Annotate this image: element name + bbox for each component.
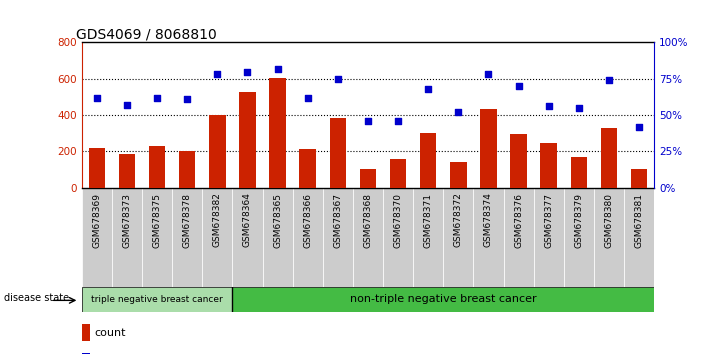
Bar xyxy=(510,134,527,188)
Bar xyxy=(269,78,286,188)
Text: GSM678369: GSM678369 xyxy=(92,193,102,247)
Text: count: count xyxy=(95,328,126,338)
Bar xyxy=(149,146,166,188)
Point xyxy=(212,72,223,77)
Point xyxy=(634,124,645,130)
Bar xyxy=(480,109,497,188)
Point xyxy=(242,69,253,74)
Text: GSM678382: GSM678382 xyxy=(213,193,222,247)
Bar xyxy=(450,162,466,188)
Point xyxy=(453,109,464,115)
Text: GSM678379: GSM678379 xyxy=(574,193,583,247)
Bar xyxy=(82,324,90,341)
Bar xyxy=(360,170,376,188)
Point xyxy=(543,103,555,109)
Bar xyxy=(474,188,503,287)
Point xyxy=(91,95,102,101)
Text: triple negative breast cancer: triple negative breast cancer xyxy=(91,295,223,304)
Text: GSM678375: GSM678375 xyxy=(153,193,161,247)
Bar xyxy=(323,188,353,287)
Text: GSM678372: GSM678372 xyxy=(454,193,463,247)
Text: GSM678373: GSM678373 xyxy=(122,193,132,247)
Point xyxy=(573,105,584,110)
Point xyxy=(513,83,524,89)
Point xyxy=(332,76,343,81)
Bar xyxy=(172,188,202,287)
Bar xyxy=(503,188,534,287)
Bar xyxy=(232,287,654,312)
Point xyxy=(422,86,434,92)
Point xyxy=(122,102,133,108)
Bar xyxy=(82,353,90,354)
Text: GSM678366: GSM678366 xyxy=(303,193,312,247)
Bar xyxy=(420,133,437,188)
Bar xyxy=(82,188,112,287)
Bar xyxy=(262,188,293,287)
Text: non-triple negative breast cancer: non-triple negative breast cancer xyxy=(350,294,537,304)
Text: GDS4069 / 8068810: GDS4069 / 8068810 xyxy=(76,27,217,41)
Text: GSM678370: GSM678370 xyxy=(394,193,402,247)
Point xyxy=(151,95,163,101)
Point xyxy=(392,118,404,124)
Bar xyxy=(631,170,647,188)
Bar xyxy=(540,143,557,188)
Text: GSM678371: GSM678371 xyxy=(424,193,433,247)
Text: GSM678377: GSM678377 xyxy=(544,193,553,247)
Bar xyxy=(624,188,654,287)
Text: disease state: disease state xyxy=(4,293,69,303)
Bar xyxy=(329,118,346,188)
Point xyxy=(302,95,314,101)
Point xyxy=(483,72,494,77)
Bar xyxy=(209,115,225,188)
Point xyxy=(181,96,193,102)
Bar xyxy=(142,188,172,287)
Bar xyxy=(179,152,196,188)
Bar xyxy=(293,188,323,287)
Bar xyxy=(601,128,617,188)
Text: GSM678381: GSM678381 xyxy=(634,193,643,247)
Bar xyxy=(383,188,413,287)
Bar xyxy=(390,159,407,188)
Text: GSM678378: GSM678378 xyxy=(183,193,192,247)
Point xyxy=(603,78,614,83)
Text: GSM678376: GSM678376 xyxy=(514,193,523,247)
Text: GSM678368: GSM678368 xyxy=(363,193,373,247)
Text: GSM678374: GSM678374 xyxy=(484,193,493,247)
Text: GSM678364: GSM678364 xyxy=(243,193,252,247)
Text: GSM678380: GSM678380 xyxy=(604,193,614,247)
Bar xyxy=(82,287,232,312)
Bar xyxy=(564,188,594,287)
Bar xyxy=(443,188,474,287)
Bar xyxy=(413,188,443,287)
Bar xyxy=(570,157,587,188)
Bar xyxy=(119,154,135,188)
Point xyxy=(272,66,283,72)
Bar xyxy=(89,148,105,188)
Bar xyxy=(534,188,564,287)
Bar xyxy=(202,188,232,287)
Bar xyxy=(299,149,316,188)
Bar xyxy=(239,92,256,188)
Bar xyxy=(232,188,262,287)
Bar xyxy=(594,188,624,287)
Bar xyxy=(112,188,142,287)
Text: GSM678367: GSM678367 xyxy=(333,193,342,247)
Text: GSM678365: GSM678365 xyxy=(273,193,282,247)
Bar xyxy=(353,188,383,287)
Point xyxy=(362,118,374,124)
